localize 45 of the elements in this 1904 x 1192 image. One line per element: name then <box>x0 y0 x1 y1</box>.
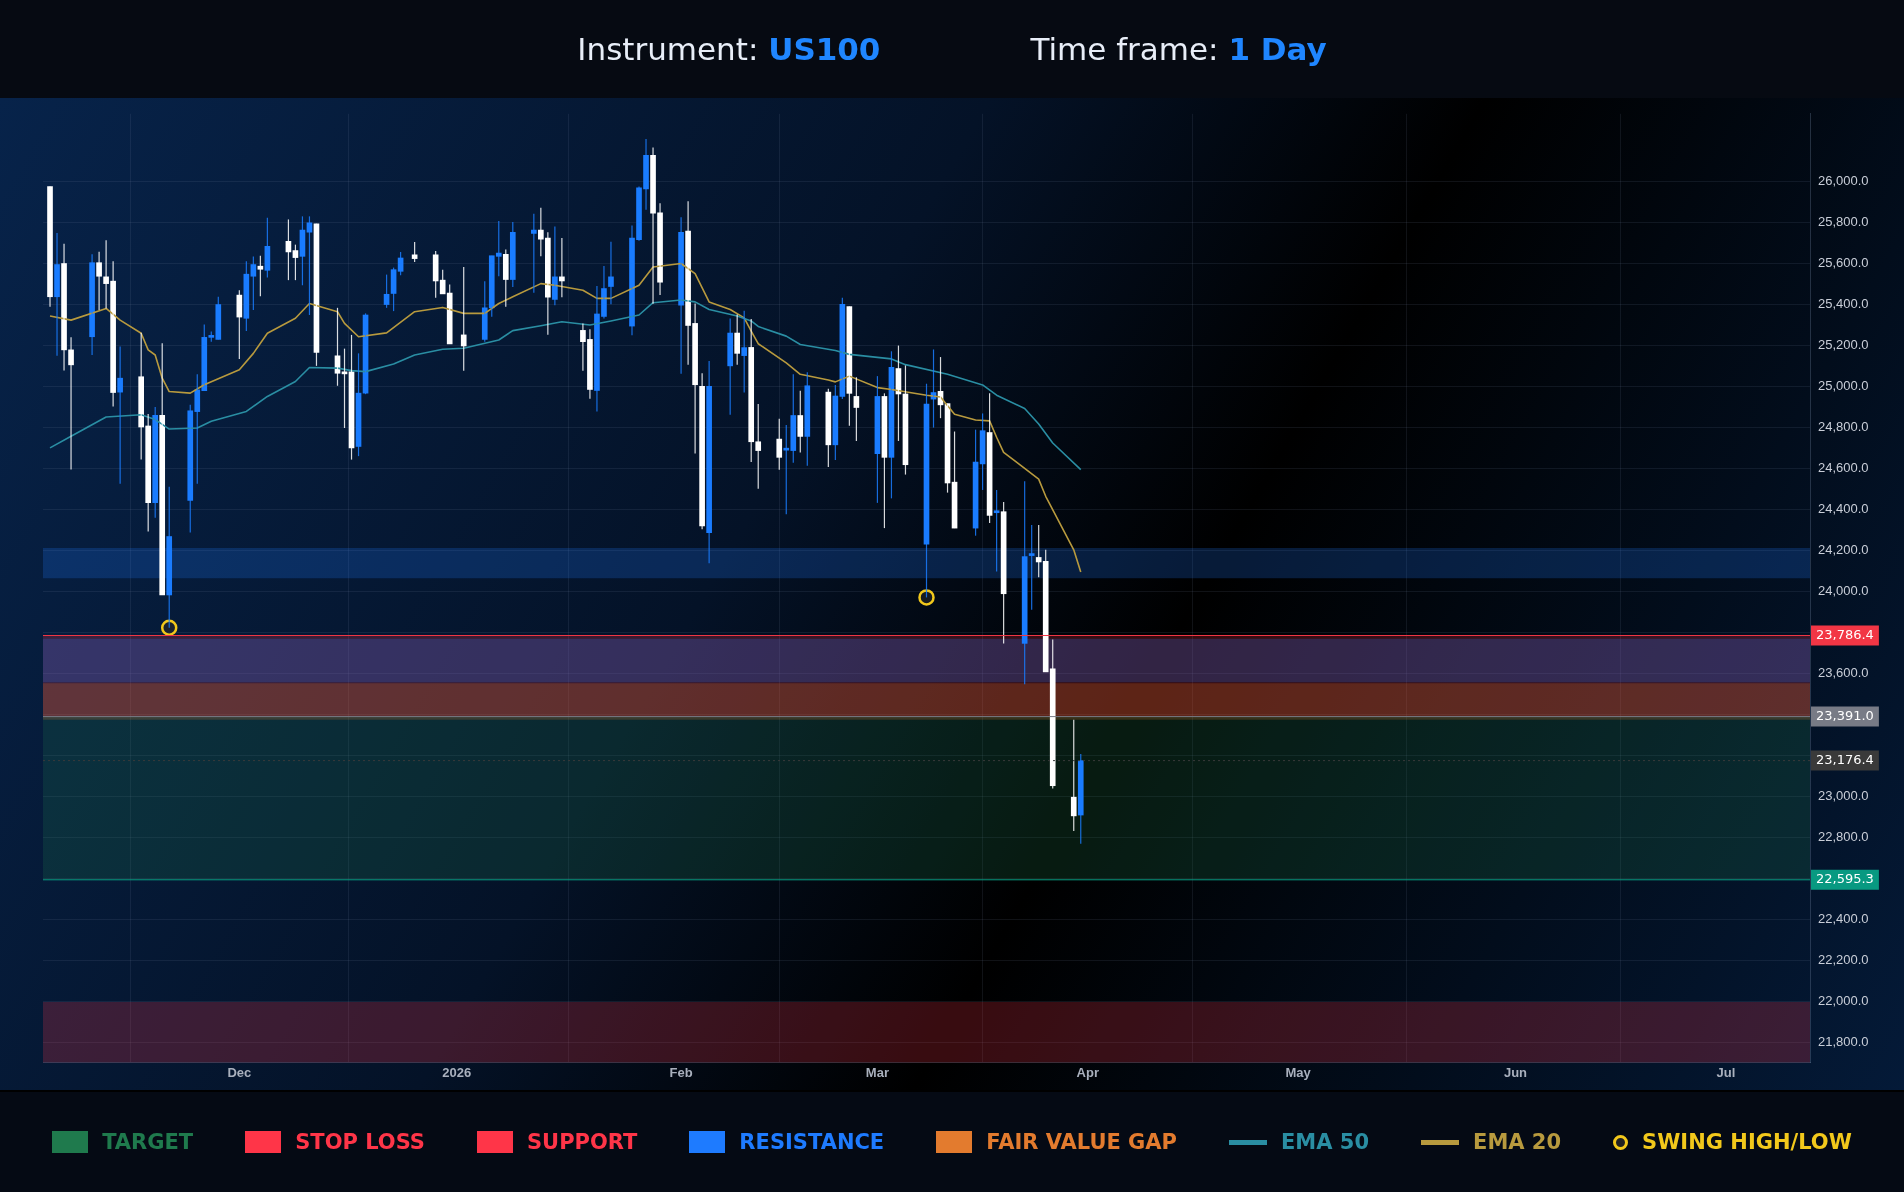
y-tick-label: 26,000.0 <box>1818 173 1869 189</box>
x-tick-label: 2026 <box>442 1064 472 1080</box>
chart-subtitle: Time frame: 1 Day <box>1030 31 1327 67</box>
candlestick <box>741 310 748 394</box>
y-tick-label: 24,200.0 <box>1818 542 1869 558</box>
y-tick-label: 23,000.0 <box>1818 788 1869 804</box>
y-tick-label: 21,800.0 <box>1818 1034 1869 1050</box>
y-tick-label: 22,200.0 <box>1818 952 1869 968</box>
ref-line-label: 23,176.4 <box>1816 751 1874 767</box>
ref-line-label: 22,595.3 <box>1816 871 1874 887</box>
candlestick <box>531 213 537 294</box>
y-tick-label: 24,000.0 <box>1818 583 1869 599</box>
y-tick-label: 25,600.0 <box>1818 255 1869 271</box>
legend-label: EMA 20 <box>1473 1130 1562 1154</box>
y-tick-label: 25,800.0 <box>1818 214 1869 230</box>
x-tick-label: Apr <box>1076 1064 1099 1080</box>
y-tick-label: 25,200.0 <box>1818 337 1869 353</box>
legend-label: FAIR VALUE GAP <box>986 1130 1178 1154</box>
candlestick <box>1028 524 1035 611</box>
y-tick-label: 22,400.0 <box>1818 911 1869 927</box>
legend-label: SUPPORT <box>526 1130 638 1154</box>
y-tick-label: 24,800.0 <box>1818 419 1869 435</box>
y-tick-label: 24,600.0 <box>1818 460 1869 476</box>
legend-label: EMA 50 <box>1281 1130 1370 1154</box>
x-tick-label: Jun <box>1503 1064 1528 1080</box>
x-tick-label: Dec <box>227 1064 252 1080</box>
ref-line-label: 23,786.4 <box>1816 626 1874 642</box>
legend-label: RESISTANCE <box>739 1130 885 1154</box>
y-tick-label: 25,000.0 <box>1818 378 1869 394</box>
y-tick-label: 25,400.0 <box>1818 296 1869 312</box>
x-tick-label: May <box>1285 1064 1312 1080</box>
x-tick-label: Mar <box>865 1064 889 1080</box>
y-tick-label: 24,400.0 <box>1818 501 1869 517</box>
legend-label: TARGET <box>102 1130 194 1154</box>
x-tick-label: Jul <box>1716 1064 1736 1080</box>
y-tick-label: 23,600.0 <box>1818 665 1869 681</box>
y-tick-label: 22,800.0 <box>1818 829 1869 845</box>
chart-title: Instrument: US100 <box>577 31 881 67</box>
ref-line-label: 23,391.0 <box>1816 707 1874 723</box>
legend-label: STOP LOSS <box>295 1130 425 1154</box>
y-tick-label: 22,000.0 <box>1818 993 1869 1009</box>
candlestick <box>797 390 804 454</box>
x-tick-label: Feb <box>669 1064 693 1080</box>
legend-label: SWING HIGH/LOW <box>1642 1130 1852 1154</box>
candlestick <box>804 371 811 467</box>
